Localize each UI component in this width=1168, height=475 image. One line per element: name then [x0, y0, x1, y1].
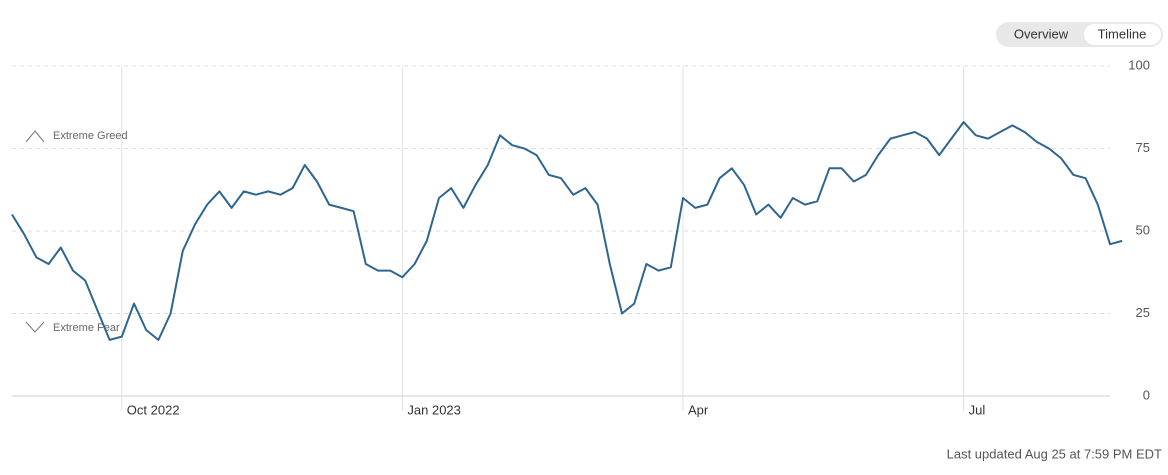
y-tick-label: 25: [1136, 305, 1150, 320]
y-tick-label: 75: [1136, 140, 1150, 155]
y-tick-label: 50: [1136, 222, 1150, 237]
tab-selected-bg: [1084, 24, 1161, 45]
y-tick-label: 0: [1143, 387, 1150, 402]
x-tick-label: Apr: [688, 402, 709, 417]
fear-icon: [25, 321, 45, 333]
greed-icon: [25, 130, 45, 143]
x-tick-label: Jul: [969, 402, 986, 417]
footer-note: Last updated Aug 25 at 7:59 PM EDT: [947, 446, 1162, 461]
x-tick-label: Oct 2022: [127, 402, 180, 417]
tab[interactable]: Overview: [1014, 26, 1069, 41]
y-tick-label: 100: [1128, 57, 1150, 72]
tab[interactable]: Timeline: [1098, 26, 1147, 41]
annotation: Extreme Fear: [53, 322, 120, 334]
line-series: [11, 121, 1123, 341]
annotation: Extreme Greed: [53, 130, 128, 142]
x-tick-label: Jan 2023: [407, 402, 461, 417]
